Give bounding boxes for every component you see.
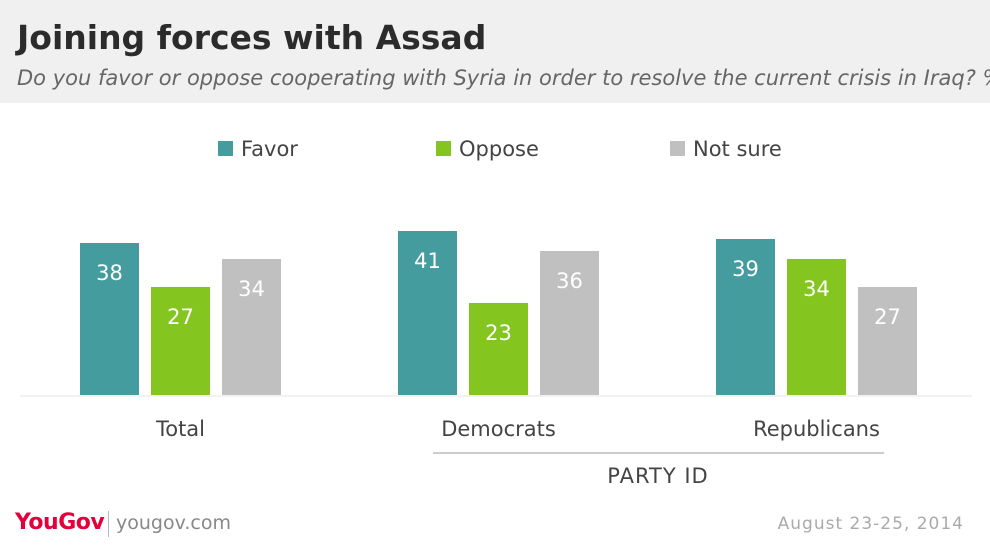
data-label: 27 <box>874 305 901 329</box>
data-label: 34 <box>803 277 830 301</box>
data-label: 41 <box>414 249 441 273</box>
legend-swatch-not-sure <box>670 141 685 156</box>
bar-democrats-oppose <box>469 303 528 395</box>
survey-date: August 23-25, 2014 <box>777 514 964 534</box>
legend-swatch-favor <box>218 141 233 156</box>
data-label: 27 <box>167 305 194 329</box>
bar-democrats-favor <box>398 231 457 395</box>
header-band: Joining forces with Assad Do you favor o… <box>0 0 990 103</box>
bar-democrats-not-sure <box>540 251 599 395</box>
data-label: 38 <box>96 261 123 285</box>
data-label: 34 <box>238 277 265 301</box>
data-label: 39 <box>732 257 759 281</box>
bar-total-not-sure <box>222 259 281 395</box>
yougov-logo: YouGov <box>15 510 105 535</box>
bar-total-favor <box>80 243 139 395</box>
bar-republicans-not-sure <box>858 287 917 395</box>
bar-republicans-oppose <box>787 259 846 395</box>
chart-subtitle: Do you favor or oppose cooperating with … <box>17 66 990 90</box>
bar-chart: Favor Oppose Not sure 38 27 34 41 23 36 39 34 27 Tot… <box>20 137 972 488</box>
bar-total-oppose <box>151 287 210 395</box>
bar-republicans-favor <box>716 239 775 395</box>
footer-site-link[interactable]: yougov.com <box>116 512 231 534</box>
chart-title: Joining forces with Assad <box>17 18 487 57</box>
data-label: 36 <box>556 269 583 293</box>
category-label-republicans: Republicans <box>753 417 880 441</box>
legend-label-favor: Favor <box>241 137 298 161</box>
footer-divider <box>108 511 109 537</box>
legend-label-not-sure: Not sure <box>693 137 782 161</box>
legend-swatch-oppose <box>436 141 451 156</box>
group-label-party-id: PARTY ID <box>607 464 708 488</box>
legend-label-oppose: Oppose <box>459 137 539 161</box>
data-label: 23 <box>485 321 512 345</box>
category-label-total: Total <box>155 417 205 441</box>
category-label-democrats: Democrats <box>441 417 556 441</box>
